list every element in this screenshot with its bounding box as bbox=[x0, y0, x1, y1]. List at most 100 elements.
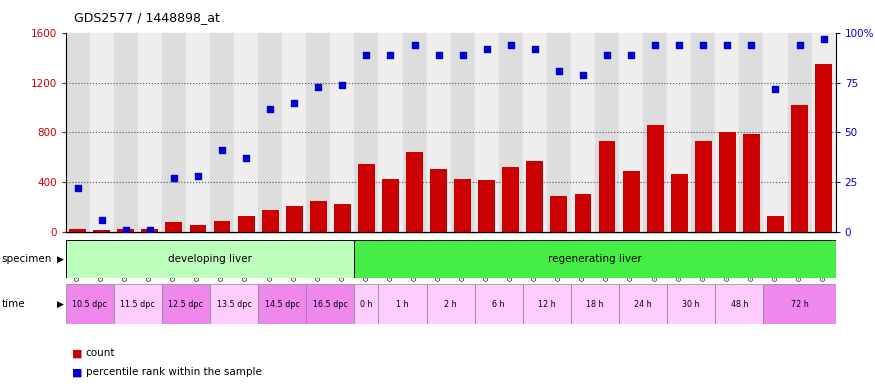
Bar bbox=[379, 33, 402, 233]
Point bbox=[143, 227, 157, 233]
Bar bbox=[451, 33, 475, 233]
Text: 16.5 dpc: 16.5 dpc bbox=[313, 300, 347, 309]
Text: 0 h: 0 h bbox=[360, 300, 373, 309]
Bar bbox=[719, 132, 736, 232]
Point bbox=[287, 99, 301, 106]
Bar bbox=[162, 33, 186, 233]
Bar bbox=[647, 125, 663, 232]
Point bbox=[191, 173, 205, 179]
Text: GDS2577 / 1448898_at: GDS2577 / 1448898_at bbox=[74, 12, 220, 25]
Text: 2 h: 2 h bbox=[444, 300, 457, 309]
Bar bbox=[66, 240, 354, 278]
Text: 72 h: 72 h bbox=[791, 300, 808, 309]
Bar bbox=[695, 141, 711, 232]
Text: ▶: ▶ bbox=[57, 255, 64, 264]
Bar bbox=[763, 284, 836, 324]
Text: 12.5 dpc: 12.5 dpc bbox=[168, 300, 203, 309]
Point bbox=[239, 156, 253, 162]
Bar bbox=[430, 169, 447, 232]
Bar bbox=[499, 33, 523, 233]
Bar bbox=[283, 33, 306, 233]
Bar bbox=[382, 179, 399, 232]
Bar bbox=[354, 284, 379, 324]
Bar bbox=[479, 180, 495, 232]
Text: count: count bbox=[86, 348, 116, 358]
Point bbox=[720, 41, 734, 48]
Bar bbox=[791, 105, 808, 232]
Bar bbox=[475, 284, 523, 324]
Text: 13.5 dpc: 13.5 dpc bbox=[217, 300, 251, 309]
Bar bbox=[427, 284, 475, 324]
Bar bbox=[406, 152, 423, 232]
Point bbox=[456, 51, 470, 58]
Bar bbox=[331, 33, 354, 233]
Bar bbox=[69, 228, 86, 232]
Bar bbox=[310, 201, 326, 232]
Text: time: time bbox=[2, 299, 25, 310]
Point bbox=[408, 41, 422, 48]
Bar bbox=[210, 33, 235, 233]
Bar bbox=[643, 33, 668, 233]
Bar bbox=[258, 284, 306, 324]
Text: 48 h: 48 h bbox=[731, 300, 748, 309]
Bar bbox=[354, 33, 379, 233]
Bar bbox=[812, 33, 836, 233]
Point bbox=[263, 106, 277, 112]
Bar bbox=[210, 284, 258, 324]
Bar bbox=[598, 141, 615, 232]
Text: ▶: ▶ bbox=[57, 300, 64, 309]
Bar bbox=[475, 33, 499, 233]
Text: regenerating liver: regenerating liver bbox=[548, 254, 642, 264]
Point bbox=[793, 41, 807, 48]
Bar bbox=[620, 284, 668, 324]
Point bbox=[600, 51, 614, 58]
Bar bbox=[162, 284, 210, 324]
Bar bbox=[262, 210, 278, 232]
Bar bbox=[66, 33, 90, 233]
Point bbox=[528, 46, 542, 52]
Bar bbox=[502, 167, 519, 232]
Bar bbox=[114, 33, 138, 233]
Bar bbox=[575, 194, 592, 232]
Bar bbox=[668, 284, 716, 324]
Point bbox=[816, 36, 830, 42]
Bar bbox=[354, 240, 836, 278]
Bar bbox=[306, 284, 354, 324]
Bar bbox=[258, 33, 283, 233]
Bar bbox=[691, 33, 716, 233]
Bar bbox=[186, 33, 210, 233]
Bar bbox=[620, 33, 643, 233]
Bar bbox=[66, 284, 114, 324]
Bar bbox=[402, 33, 427, 233]
Text: 10.5 dpc: 10.5 dpc bbox=[73, 300, 107, 309]
Point bbox=[431, 51, 445, 58]
Point bbox=[71, 185, 85, 192]
Bar bbox=[716, 33, 739, 233]
Point bbox=[552, 68, 566, 74]
Bar bbox=[547, 33, 571, 233]
Point bbox=[119, 227, 133, 233]
Text: 30 h: 30 h bbox=[682, 300, 700, 309]
Bar bbox=[571, 33, 595, 233]
Text: 18 h: 18 h bbox=[586, 300, 604, 309]
Point bbox=[312, 83, 326, 89]
Bar bbox=[454, 179, 471, 232]
Point bbox=[480, 46, 494, 52]
Text: percentile rank within the sample: percentile rank within the sample bbox=[86, 367, 262, 377]
Bar bbox=[190, 225, 206, 232]
Text: developing liver: developing liver bbox=[168, 254, 252, 264]
Bar bbox=[214, 221, 230, 232]
Bar bbox=[114, 284, 162, 324]
Text: ■: ■ bbox=[72, 348, 82, 358]
Bar bbox=[234, 33, 258, 233]
Bar bbox=[165, 222, 182, 232]
Bar bbox=[788, 33, 812, 233]
Bar bbox=[595, 33, 619, 233]
Point bbox=[576, 71, 590, 78]
Bar bbox=[379, 284, 427, 324]
Point bbox=[504, 41, 518, 48]
Bar bbox=[117, 229, 134, 232]
Bar bbox=[816, 64, 832, 232]
Bar bbox=[716, 284, 763, 324]
Bar bbox=[306, 33, 331, 233]
